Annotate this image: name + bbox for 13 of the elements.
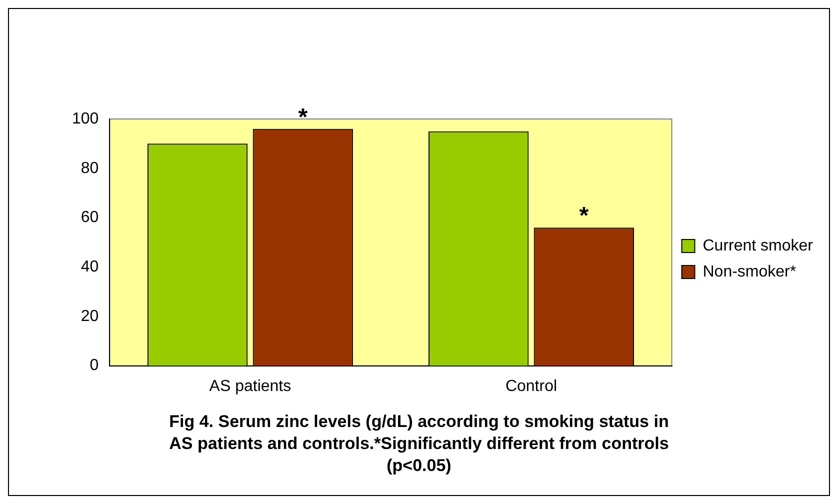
y-tick-label: 80 xyxy=(80,160,99,177)
x-tick-label: AS patients xyxy=(209,378,292,395)
legend-label: Current smoker xyxy=(702,237,814,254)
annotation: * xyxy=(298,104,308,131)
annotation: * xyxy=(579,202,590,230)
y-tick-label: 0 xyxy=(90,357,99,374)
x-tick-label: Control xyxy=(505,378,558,395)
y-tick-label: 60 xyxy=(80,209,99,226)
legend-label: Non-smoker* xyxy=(702,263,796,280)
text: Fig 4. Serum zinc levels (g/dL) according to smoking status in AS patients and controls.*Significantly different from controls (p<0.05) xyxy=(168,411,670,477)
y-tick-label: 100 xyxy=(72,110,99,128)
y-tick-label: 40 xyxy=(80,258,99,276)
y-tick-label: 20 xyxy=(80,308,99,325)
